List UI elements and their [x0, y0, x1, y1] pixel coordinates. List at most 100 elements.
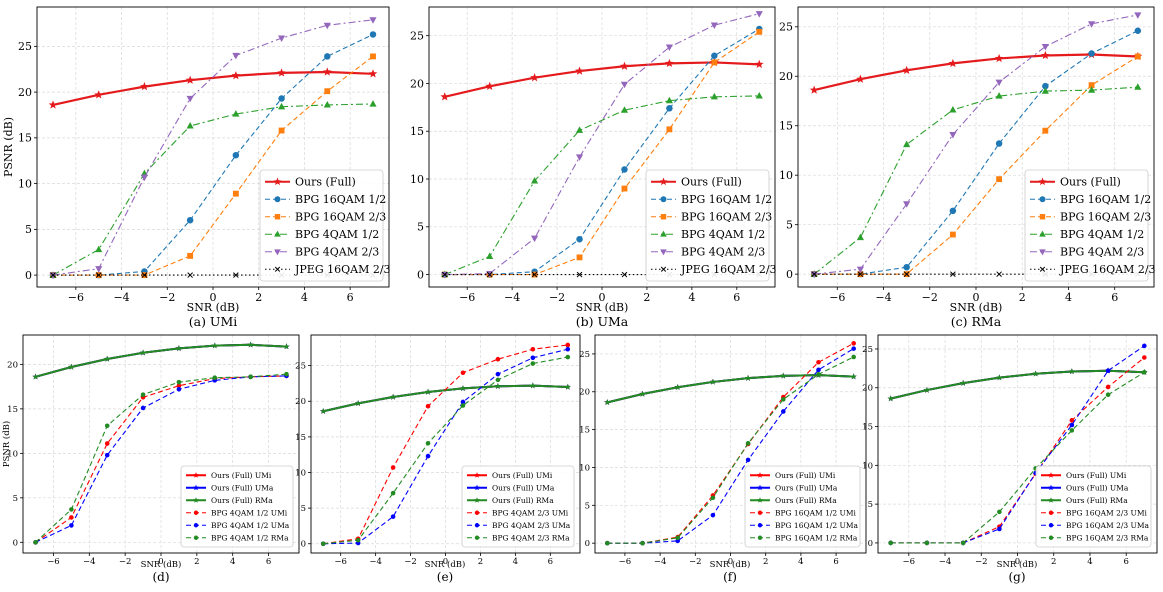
data-point: [997, 526, 1002, 532]
legend-marker: [1048, 510, 1054, 515]
legend-label: Ours (Full) UMa: [492, 483, 555, 492]
data-point: [1134, 12, 1142, 19]
data-point: [780, 372, 787, 379]
data-point: [1041, 50, 1050, 60]
legend-label: BPG 4QAM 1/2: [295, 228, 379, 241]
x-tick-label: −4: [369, 557, 382, 567]
data-point: [710, 92, 718, 100]
data-point: [996, 271, 1002, 277]
legend-label: JPEG 16QAM 2/3: [1059, 263, 1156, 276]
data-point: [903, 263, 910, 271]
legend-marker: [757, 510, 763, 515]
y-tick-label: 15: [410, 125, 424, 138]
legend-marker: [274, 249, 281, 256]
panel-b: −6 −4 −2 0 2 4 6 0 5 10 15 20 25 Ours (Full) BPG 16QAM…: [410, 6, 777, 329]
series-ours-full: [48, 67, 378, 109]
legend-box: [744, 465, 861, 548]
data-point: [887, 395, 894, 402]
series-bpg-16qam-1-2: [810, 27, 1142, 278]
data-point: [1042, 82, 1049, 90]
legend-marker: [1039, 196, 1046, 203]
legend-marker: [1048, 497, 1054, 503]
data-point: [756, 28, 763, 35]
data-point: [857, 271, 864, 277]
series-bpg-4qam-1-2: [441, 91, 763, 278]
data-point: [247, 341, 254, 348]
data-point: [69, 523, 74, 528]
data-point: [949, 132, 957, 139]
series-bpg-16qam-1-2-rma: [605, 354, 856, 546]
data-point: [576, 254, 583, 261]
data-point: [1105, 392, 1111, 398]
data-point: [1142, 355, 1147, 360]
x-axis-label: SNR (dB): [576, 301, 629, 314]
y-tick-label: 15: [295, 433, 306, 443]
y-tick-label: 15: [7, 405, 18, 415]
legend-label: BPG 4QAM 2/3 RMa: [492, 533, 570, 542]
data-point: [187, 252, 194, 259]
x-tick-label: 0: [1015, 557, 1020, 567]
data-point: [754, 59, 764, 69]
data-point: [277, 68, 286, 77]
data-point: [69, 515, 74, 520]
x-axis-label: SNR (dB): [950, 301, 1003, 314]
series-line: [53, 33, 374, 276]
data-point: [711, 52, 718, 59]
axes-frame: [310, 334, 581, 554]
data-point: [390, 465, 396, 470]
y-tick-label: 25: [410, 30, 424, 43]
x-tick-label: 4: [1065, 291, 1072, 304]
legend-marker: [660, 230, 667, 237]
series-line: [444, 95, 760, 276]
x-tick-label: 4: [230, 557, 235, 567]
data-point: [565, 354, 571, 360]
y-tick-label: 20: [18, 86, 32, 99]
legend-label: BPG 16QAM 2/3 RMa: [1066, 533, 1149, 542]
legend-marker: [1048, 472, 1054, 478]
data-point: [186, 95, 194, 103]
x-tick-label: −4: [504, 291, 520, 304]
panel-caption: (a) UMi: [189, 314, 238, 329]
data-point: [320, 408, 327, 414]
x-tick-label: −2: [549, 291, 565, 304]
y-tick-label: 15: [862, 423, 873, 433]
legend-label: BPG 16QAM 2/3: [1060, 211, 1151, 224]
x-tick-label: 4: [513, 557, 518, 567]
y-axis-label: PSNR (dB): [1, 421, 12, 467]
x-tick-label: 0: [728, 557, 733, 567]
data-point: [996, 176, 1003, 183]
legend-label: Ours (Full) UMi: [775, 471, 836, 480]
y-tick-label: 0: [13, 538, 18, 548]
y-tick-label: 5: [301, 504, 306, 514]
y-tick-label: 5: [786, 219, 793, 232]
data-point: [284, 371, 289, 377]
data-point: [48, 100, 58, 109]
legend-label: JPEG 16QAM 2/3: [294, 263, 391, 276]
legend-label: BPG 4QAM 1/2: [681, 228, 765, 241]
series-ours-full-rma: [32, 341, 290, 380]
data-point: [745, 440, 751, 446]
data-point: [621, 271, 628, 278]
panel-caption: (f): [723, 570, 737, 584]
data-point: [665, 44, 673, 52]
data-point: [856, 233, 864, 241]
legend-label: Ours (Full): [1060, 176, 1121, 189]
data-point: [368, 69, 378, 78]
x-tick-label: 6: [733, 291, 740, 304]
data-point: [674, 384, 681, 390]
x-tick-label: 2: [1019, 291, 1026, 304]
data-point: [1088, 86, 1096, 93]
series-bpg-4qam-1-2-rma: [33, 371, 289, 545]
y-tick-label: 10: [18, 177, 32, 190]
series-ours-full: [440, 57, 764, 101]
legend-label: BPG 16QAM 1/2 UMa: [775, 521, 859, 530]
legend-marker: [193, 484, 199, 491]
series-bpg-4qam-2-3: [810, 12, 1142, 279]
legend-marker: [273, 177, 282, 186]
data-point: [1069, 422, 1075, 428]
legend-marker: [193, 510, 199, 515]
series-line: [813, 86, 1138, 275]
legend-marker: [757, 497, 763, 503]
